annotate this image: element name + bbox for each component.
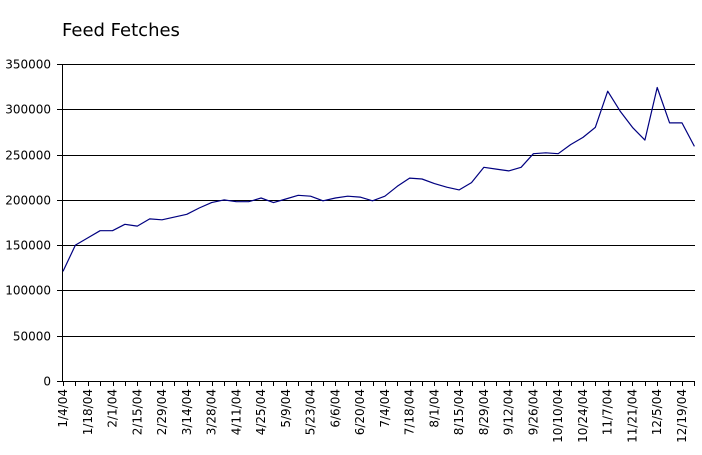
data-point (261, 197, 262, 198)
data-point (434, 183, 435, 184)
data-point (248, 201, 249, 202)
data-point (409, 178, 410, 179)
y-tick-label: 100000 (5, 284, 51, 298)
chart-title: Feed Fetches (62, 20, 180, 41)
data-point (322, 200, 323, 201)
data-point (533, 153, 534, 154)
data-point (582, 137, 583, 138)
data-point (681, 122, 682, 123)
data-point (161, 219, 162, 220)
data-point (372, 200, 373, 201)
x-tick-label: 5/9/04 (279, 389, 293, 428)
data-point (558, 153, 559, 154)
axes (57, 64, 695, 386)
data-point (694, 146, 695, 147)
x-tick-label: 6/6/04 (328, 389, 342, 428)
data-point (223, 199, 224, 200)
data-point (347, 196, 348, 197)
x-tick-label: 9/12/04 (502, 389, 516, 435)
data-point (310, 196, 311, 197)
data-point (100, 230, 101, 231)
x-tick-label: 9/26/04 (526, 389, 540, 435)
x-tick-label: 4/25/04 (254, 389, 268, 435)
data-point (632, 127, 633, 128)
data-point (483, 167, 484, 168)
x-tick-label: 8/1/04 (427, 389, 441, 428)
data-point (236, 201, 237, 202)
data-point (112, 230, 113, 231)
x-tick-label: 2/1/04 (106, 389, 120, 428)
x-tick-label: 8/29/04 (477, 389, 491, 435)
x-tick-label: 12/19/04 (675, 389, 689, 443)
data-point (607, 91, 608, 92)
data-point (124, 224, 125, 225)
y-tick-label: 150000 (5, 239, 51, 253)
data-point (174, 217, 175, 218)
data-point (137, 226, 138, 227)
data-point (508, 170, 509, 171)
x-tick-label: 5/23/04 (304, 389, 318, 435)
x-tick-label: 10/10/04 (551, 389, 565, 443)
x-axis-tick-labels: 1/4/04 1/18/04 2/1/04 2/15/04 2/29/04 3/14/04… (56, 389, 689, 443)
series-layer (62, 86, 695, 272)
data-point (644, 140, 645, 141)
data-point (570, 144, 571, 145)
data-point (87, 237, 88, 238)
x-tick-label: 11/7/04 (601, 389, 615, 435)
x-tick-label: 10/24/04 (576, 389, 590, 443)
data-point (521, 167, 522, 168)
data-point (496, 169, 497, 170)
x-tick-label: 3/14/04 (180, 389, 194, 435)
data-point (657, 87, 658, 88)
data-point (149, 218, 150, 219)
data-point (545, 152, 546, 153)
data-point (384, 196, 385, 197)
x-tick-label: 7/18/04 (403, 389, 417, 435)
data-point (459, 189, 460, 190)
data-point (595, 127, 596, 128)
data-point (669, 122, 670, 123)
data-point (298, 195, 299, 196)
data-point (421, 178, 422, 179)
x-tick-label: 7/4/04 (378, 389, 392, 428)
y-tick-label: 50000 (13, 330, 51, 344)
data-point (397, 186, 398, 187)
y-tick-label: 200000 (5, 194, 51, 208)
x-tick-label: 11/21/04 (625, 389, 639, 443)
data-point (285, 198, 286, 199)
data-point (360, 197, 361, 198)
gridlines (62, 64, 695, 337)
y-tick-label: 250000 (5, 149, 51, 163)
data-point (211, 202, 212, 203)
series-line-feed-fetches (62, 86, 695, 272)
x-tick-label: 1/4/04 (56, 389, 70, 428)
data-point (62, 271, 63, 272)
x-tick-label: 2/15/04 (130, 389, 144, 435)
data-point (446, 187, 447, 188)
x-tick-label: 12/5/04 (650, 389, 664, 435)
y-tick-label: 350000 (5, 58, 51, 72)
data-point (199, 207, 200, 208)
x-tick-label: 3/28/04 (205, 389, 219, 435)
data-point (620, 111, 621, 112)
data-point (335, 197, 336, 198)
data-point (75, 245, 76, 246)
x-tick-label: 4/11/04 (229, 389, 243, 435)
x-tick-label: 1/18/04 (81, 389, 95, 435)
data-point (471, 182, 472, 183)
data-point (273, 202, 274, 203)
x-tick-label: 2/29/04 (155, 389, 169, 435)
x-tick-label: 6/20/04 (353, 389, 367, 435)
y-tick-label: 0 (43, 375, 51, 389)
x-tick-label: 8/15/04 (452, 389, 466, 435)
data-point (186, 214, 187, 215)
y-axis-tick-labels: 0 50000 100000 150000 200000 250000 300000 3500… (5, 58, 51, 389)
y-tick-label: 300000 (5, 103, 51, 117)
